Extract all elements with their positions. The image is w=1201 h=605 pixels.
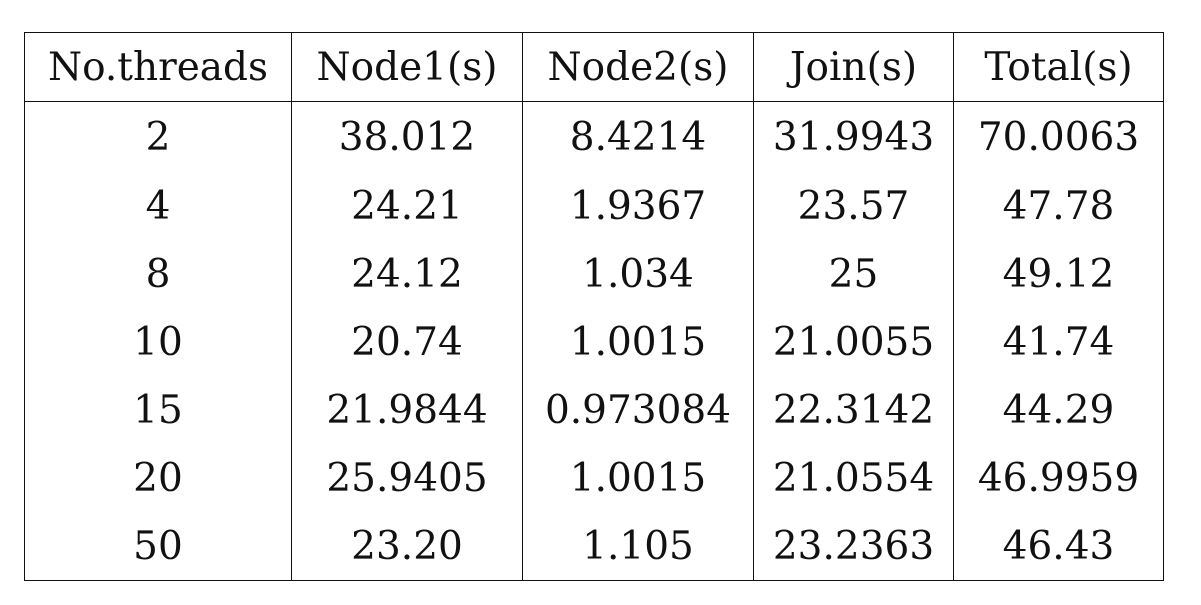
cell-node2: 1.0015 (522, 308, 754, 376)
cell-node1: 25.9405 (291, 444, 523, 512)
cell-join: 23.2363 (753, 512, 954, 581)
cell-node1: 23.20 (291, 512, 523, 581)
header-join: Join(s) (753, 32, 954, 102)
cell-join: 31.9943 (753, 101, 954, 172)
cell-join: 21.0554 (753, 444, 954, 512)
cell-node1: 24.21 (291, 172, 523, 240)
table-row: 4 24.21 1.9367 23.57 47.78 (24, 172, 1164, 240)
cell-threads: 8 (24, 240, 292, 308)
table-row: 50 23.20 1.105 23.2363 46.43 (24, 512, 1164, 581)
results-table: No.threads Node1(s) Node2(s) Join(s) Tot… (24, 32, 1164, 581)
cell-join: 23.57 (753, 172, 954, 240)
cell-node1: 38.012 (291, 101, 523, 172)
cell-node1: 24.12 (291, 240, 523, 308)
header-node2: Node2(s) (522, 32, 754, 102)
cell-total: 46.43 (953, 512, 1164, 581)
header-node1: Node1(s) (291, 32, 523, 102)
header-row: No.threads Node1(s) Node2(s) Join(s) Tot… (24, 32, 1164, 102)
cell-node2: 1.0015 (522, 444, 754, 512)
cell-threads: 2 (24, 101, 292, 172)
cell-total: 44.29 (953, 376, 1164, 444)
cell-total: 49.12 (953, 240, 1164, 308)
header-total: Total(s) (953, 32, 1164, 102)
cell-node2: 1.034 (522, 240, 754, 308)
cell-total: 70.0063 (953, 101, 1164, 172)
cell-join: 22.3142 (753, 376, 954, 444)
header-threads: No.threads (24, 32, 292, 102)
table-row: 10 20.74 1.0015 21.0055 41.74 (24, 308, 1164, 376)
cell-join: 25 (753, 240, 954, 308)
cell-node2: 1.9367 (522, 172, 754, 240)
table-header: No.threads Node1(s) Node2(s) Join(s) Tot… (24, 32, 1164, 102)
table-body: 2 38.012 8.4214 31.9943 70.0063 4 24.21 … (24, 101, 1164, 581)
cell-threads: 50 (24, 512, 292, 581)
cell-threads: 20 (24, 444, 292, 512)
cell-threads: 4 (24, 172, 292, 240)
cell-node2: 8.4214 (522, 101, 754, 172)
cell-threads: 10 (24, 308, 292, 376)
cell-threads: 15 (24, 376, 292, 444)
cell-node2: 0.973084 (522, 376, 754, 444)
table-row: 2 38.012 8.4214 31.9943 70.0063 (24, 101, 1164, 172)
table-row: 20 25.9405 1.0015 21.0554 46.9959 (24, 444, 1164, 512)
cell-node1: 21.9844 (291, 376, 523, 444)
cell-join: 21.0055 (753, 308, 954, 376)
cell-node2: 1.105 (522, 512, 754, 581)
cell-node1: 20.74 (291, 308, 523, 376)
table-row: 8 24.12 1.034 25 49.12 (24, 240, 1164, 308)
cell-total: 47.78 (953, 172, 1164, 240)
cell-total: 41.74 (953, 308, 1164, 376)
table-row: 15 21.9844 0.973084 22.3142 44.29 (24, 376, 1164, 444)
cell-total: 46.9959 (953, 444, 1164, 512)
